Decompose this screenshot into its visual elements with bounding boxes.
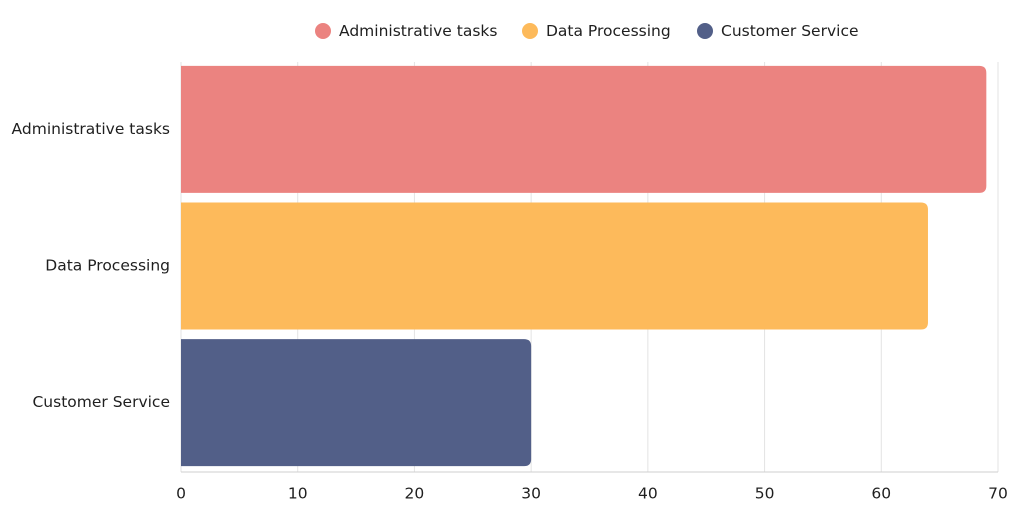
legend-label: Data Processing — [546, 22, 671, 40]
category-label: Data Processing — [45, 257, 170, 275]
legend-label: Customer Service — [721, 22, 859, 40]
x-tick-label: 40 — [638, 485, 658, 503]
legend-label: Administrative tasks — [339, 22, 498, 40]
legend-item-data-processing[interactable]: Data Processing — [522, 18, 671, 44]
legend-swatch-customer-service — [697, 23, 713, 39]
bar-administrative-tasks[interactable] — [181, 65, 987, 193]
legend-item-administrative-tasks[interactable]: Administrative tasks — [315, 18, 497, 44]
bar-customer-service[interactable] — [181, 339, 532, 467]
category-label: Administrative tasks — [12, 120, 170, 138]
bar-data-processing[interactable] — [181, 202, 928, 330]
x-tick-label: 10 — [288, 485, 308, 503]
legend-swatch-data-processing — [522, 23, 538, 39]
x-tick-label: 20 — [405, 485, 425, 503]
x-tick-label: 60 — [871, 485, 891, 503]
x-tick-label: 50 — [755, 485, 775, 503]
x-tick-label: 70 — [988, 485, 1008, 503]
x-tick-label: 30 — [521, 485, 541, 503]
legend-item-customer-service[interactable]: Customer Service — [697, 18, 859, 44]
category-label: Customer Service — [32, 393, 170, 411]
chart-legend: Administrative tasks Data Processing Cus… — [0, 18, 1024, 44]
x-tick-label: 0 — [176, 485, 186, 503]
legend-swatch-administrative-tasks — [315, 23, 331, 39]
